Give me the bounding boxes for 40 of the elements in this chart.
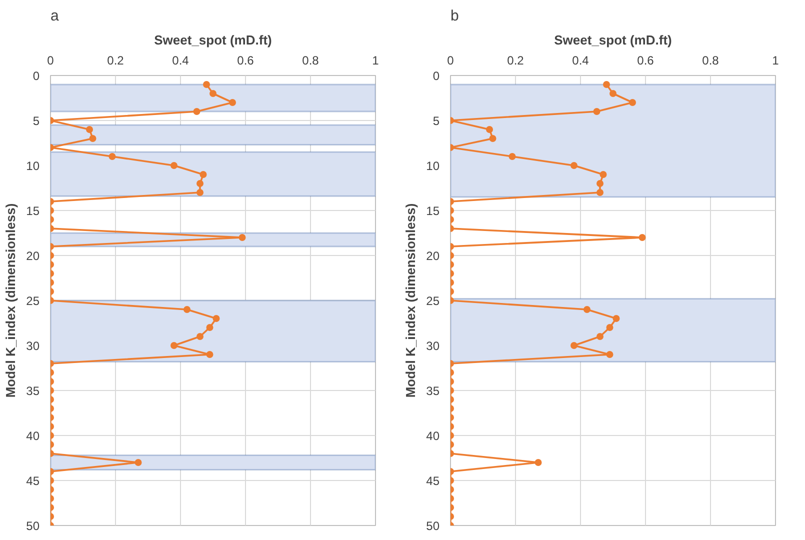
- y-tick-label: 45: [26, 474, 40, 488]
- x-tick-label: 1: [772, 54, 780, 68]
- x-tick-label: 0.4: [572, 54, 590, 68]
- y-tick-label: 0: [32, 69, 40, 83]
- y-tick-label: 50: [26, 519, 40, 533]
- y-axis-title: Model K_index (dimensionless): [3, 203, 18, 398]
- y-tick-label: 10: [26, 159, 40, 173]
- chart-title: b: [450, 8, 459, 24]
- y-tick-label: 15: [426, 204, 440, 218]
- y-tick-label: 20: [426, 249, 440, 263]
- x-tick-label: 1: [372, 54, 380, 68]
- y-tick-label: 15: [26, 204, 40, 218]
- y-tick-label: 30: [26, 339, 40, 353]
- y-tick-label: 5: [432, 114, 440, 128]
- y-tick-label: 45: [426, 474, 440, 488]
- x-tick-label: 0.8: [302, 54, 320, 68]
- y-tick-label: 35: [26, 384, 40, 398]
- y-tick-label: 50: [426, 519, 440, 533]
- y-axis-title: Model K_index (dimensionless): [403, 203, 418, 398]
- x-tick-label: 0.8: [702, 54, 720, 68]
- y-tick-label: 5: [32, 114, 40, 128]
- y-tick-label: 20: [26, 249, 40, 263]
- x-tick-label: 0.2: [507, 54, 524, 68]
- x-axis-title: Sweet_spot (mD.ft): [554, 32, 672, 48]
- y-tick-label: 40: [26, 429, 40, 443]
- x-axis-title: Sweet_spot (mD.ft): [154, 32, 272, 48]
- x-tick-label: 0.2: [107, 54, 124, 68]
- y-tick-label: 25: [426, 294, 440, 308]
- chart-title: a: [50, 8, 60, 24]
- y-tick-label: 35: [426, 384, 440, 398]
- x-tick-label: 0.4: [172, 54, 190, 68]
- y-tick-label: 10: [426, 159, 440, 173]
- x-tick-label: 0: [47, 54, 54, 68]
- y-tick-label: 30: [426, 339, 440, 353]
- x-tick-label: 0.6: [237, 54, 254, 68]
- x-tick-label: 0.6: [637, 54, 654, 68]
- x-tick-label: 0: [447, 54, 454, 68]
- y-tick-label: 25: [26, 294, 40, 308]
- y-tick-label: 40: [426, 429, 440, 443]
- y-tick-label: 0: [432, 69, 440, 83]
